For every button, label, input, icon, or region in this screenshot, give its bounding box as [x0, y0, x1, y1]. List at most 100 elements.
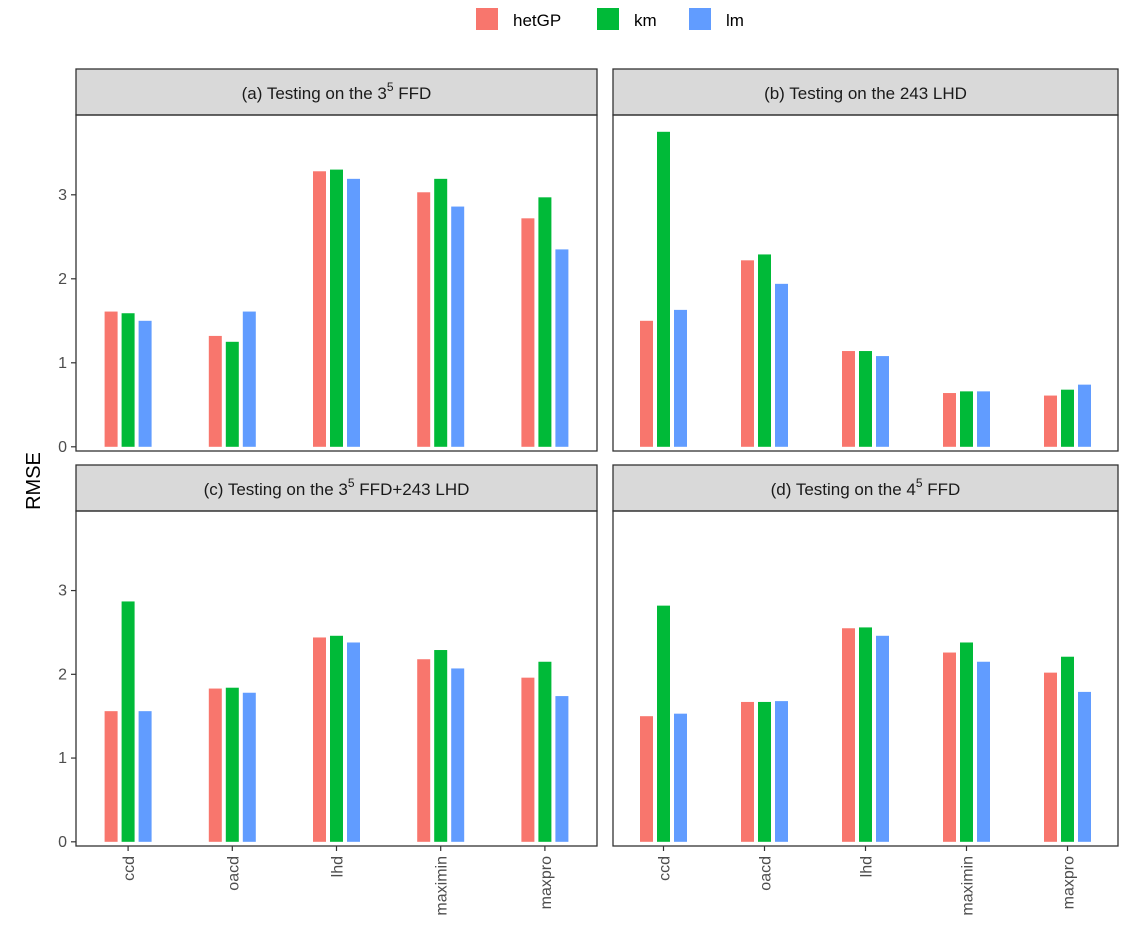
bar-lm-ccd	[138, 320, 152, 447]
x-tick-label-maxpro: maxpro	[1061, 856, 1078, 909]
bar-lm-ccd	[138, 711, 152, 842]
bar-lm-lhd	[347, 178, 360, 447]
bar-hetGP-oacd	[208, 688, 222, 842]
panel-strip	[612, 464, 1119, 512]
bar-hetGP-oacd	[208, 335, 222, 447]
bar-lm-ccd	[674, 713, 687, 842]
panel-1: (a) Testing on the 35 FFD 0 1 2 3	[58, 68, 598, 456]
bar-km-maxpro	[1061, 656, 1074, 842]
bar-hetGP-ccd	[104, 311, 118, 447]
x-tick-label-lhd: lhd	[330, 856, 347, 877]
facet-panels: (a) Testing on the 35 FFD 0 1 2 3 (b) Testing…	[58, 68, 1119, 916]
legend-swatch-hetGP	[476, 8, 498, 30]
panel-border	[612, 114, 1119, 452]
bar-hetGP-maximin	[417, 192, 431, 447]
x-tick-label-maximin: maximin	[960, 856, 977, 916]
panel-strip	[75, 68, 598, 116]
bar-km-maximin	[960, 642, 973, 842]
bar-hetGP-lhd	[842, 628, 855, 842]
bar-hetGP-maximin	[943, 652, 956, 842]
panel-3: (c) Testing on the 35 FFD+243 LHD 0 1 2 3 ccd…	[58, 464, 598, 916]
bar-lm-ccd	[674, 309, 687, 447]
bar-hetGP-lhd	[842, 351, 855, 447]
bar-lm-maxpro	[1078, 384, 1091, 447]
bar-km-oacd	[225, 687, 239, 842]
bar-km-lhd	[330, 169, 343, 447]
bar-km-oacd	[758, 701, 771, 842]
y-tick-label: 3	[58, 583, 67, 600]
bar-km-maxpro	[538, 661, 552, 842]
bar-lm-oacd	[242, 311, 256, 447]
bar-lm-maxpro	[555, 696, 569, 842]
bar-km-ccd	[121, 601, 135, 842]
bar-km-ccd	[657, 131, 670, 447]
x-tick-label-maxpro: maxpro	[538, 856, 555, 909]
y-tick-label: 2	[58, 271, 67, 288]
bar-lm-lhd	[876, 356, 889, 447]
x-tick-label-oacd: oacd	[225, 856, 242, 891]
x-tick-label-ccd: ccd	[121, 856, 138, 881]
bar-hetGP-maxpro	[521, 677, 535, 842]
bar-km-maximin	[434, 178, 448, 447]
bar-hetGP-oacd	[741, 701, 754, 842]
legend-label-km: km	[634, 11, 657, 30]
bar-hetGP-maxpro	[1044, 395, 1057, 447]
bar-lm-maximin	[977, 391, 990, 447]
bar-km-lhd	[859, 351, 872, 447]
panel-title: (a) Testing on the 35 FFD	[242, 80, 432, 103]
bar-lm-oacd	[242, 692, 256, 842]
y-tick-label: 3	[58, 187, 67, 204]
legend: hetGP km lm	[476, 8, 744, 30]
y-tick-label: 1	[58, 355, 67, 372]
bar-km-maxpro	[1061, 389, 1074, 447]
y-tick-label: 2	[58, 666, 67, 683]
bar-hetGP-maximin	[417, 659, 431, 842]
bar-hetGP-maximin	[943, 393, 956, 447]
bar-km-maxpro	[538, 197, 552, 447]
panel-4: (d) Testing on the 45 FFD ccd oacd lhd maxim…	[612, 464, 1119, 916]
bar-lm-oacd	[775, 283, 788, 447]
legend-label-lm: lm	[726, 11, 744, 30]
x-tick-label-maximin: maximin	[434, 856, 451, 916]
panel-strip	[75, 464, 598, 512]
bar-km-maximin	[434, 650, 448, 842]
bar-lm-maximin	[451, 206, 465, 447]
bar-lm-lhd	[347, 642, 360, 842]
panel-2: (b) Testing on the 243 LHD	[612, 68, 1119, 452]
panel-title: (d) Testing on the 45 FFD	[771, 476, 961, 499]
bar-lm-maxpro	[555, 249, 569, 447]
bar-km-oacd	[225, 341, 239, 447]
y-axis-title: RMSE	[23, 452, 45, 510]
y-tick-label: 0	[58, 834, 67, 851]
panel-title: (c) Testing on the 35 FFD+243 LHD	[204, 476, 470, 499]
bar-lm-lhd	[876, 635, 889, 842]
bar-hetGP-ccd	[640, 716, 653, 842]
bar-km-oacd	[758, 254, 771, 447]
bar-lm-maximin	[977, 661, 990, 842]
bar-km-ccd	[657, 605, 670, 842]
panel-title: (b) Testing on the 243 LHD	[764, 84, 967, 103]
bar-hetGP-lhd	[313, 171, 326, 447]
bar-hetGP-ccd	[640, 320, 653, 447]
bar-km-maximin	[960, 391, 973, 447]
y-tick-label: 1	[58, 750, 67, 767]
bar-hetGP-ccd	[104, 711, 118, 842]
x-tick-label-lhd: lhd	[859, 856, 876, 877]
legend-swatch-km	[597, 8, 619, 30]
bar-hetGP-lhd	[313, 637, 326, 842]
bar-hetGP-oacd	[741, 260, 754, 447]
panel-border	[75, 114, 598, 452]
bar-lm-oacd	[775, 701, 788, 842]
legend-swatch-lm	[689, 8, 711, 30]
bar-lm-maximin	[451, 668, 465, 842]
bar-lm-maxpro	[1078, 691, 1091, 842]
x-tick-label-oacd: oacd	[758, 856, 775, 891]
bar-hetGP-maxpro	[1044, 672, 1057, 842]
bar-hetGP-maxpro	[521, 218, 535, 447]
bar-km-ccd	[121, 313, 135, 447]
legend-label-hetGP: hetGP	[513, 11, 561, 30]
x-tick-label-ccd: ccd	[657, 856, 674, 881]
y-tick-label: 0	[58, 439, 67, 456]
bar-km-lhd	[859, 627, 872, 842]
